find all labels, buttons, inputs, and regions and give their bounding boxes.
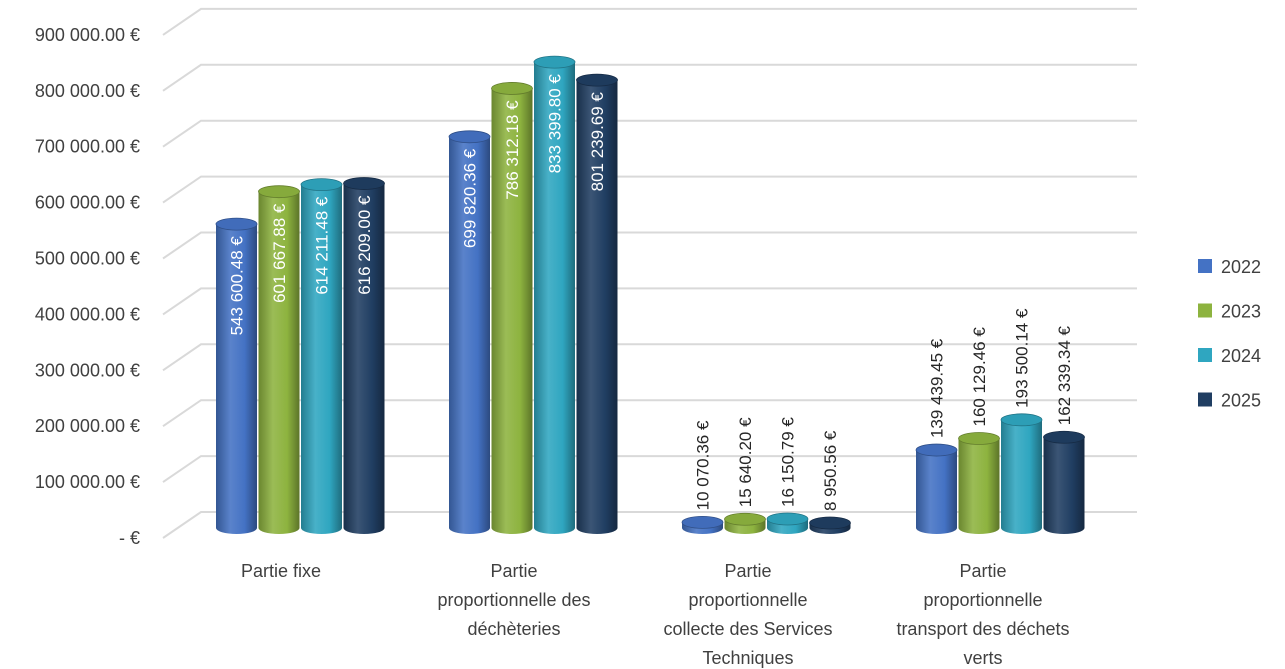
data-label: 614 211.48 € bbox=[313, 196, 332, 295]
y-axis: - € 100 000.00 € 200 000.00 € 300 000.00 € 4… bbox=[35, 25, 140, 548]
bar bbox=[766, 512, 809, 534]
bar-body bbox=[216, 224, 257, 535]
gridline bbox=[162, 511, 1137, 539]
x-axis: Partie fixe Partie proportionnelle des déch… bbox=[241, 561, 1070, 668]
bar-top bbox=[258, 185, 300, 199]
bar-body bbox=[491, 88, 533, 535]
gridline bbox=[162, 231, 1137, 260]
y-tick-label: 200 000.00 € bbox=[35, 416, 140, 436]
bar bbox=[915, 443, 958, 534]
gridline bbox=[162, 343, 1137, 372]
bar-body bbox=[301, 184, 342, 535]
y-tick-label: 900 000.00 € bbox=[35, 25, 140, 45]
legend-swatch bbox=[1198, 348, 1212, 362]
bar bbox=[215, 217, 258, 535]
gridlines bbox=[162, 7, 1137, 539]
gridline bbox=[162, 287, 1137, 316]
data-label: 162 339.34 € bbox=[1055, 325, 1074, 425]
legend-label: 2022 bbox=[1221, 257, 1261, 277]
data-label: 193 500.14 € bbox=[1013, 308, 1032, 408]
category-label: Partie proportionnelle transport des déche… bbox=[896, 561, 1069, 668]
bar bbox=[724, 512, 766, 534]
data-label: 10 070.36 € bbox=[694, 420, 713, 510]
bar-body bbox=[958, 438, 1000, 534]
bar bbox=[533, 55, 576, 534]
bar-body bbox=[534, 62, 575, 534]
gridline bbox=[162, 455, 1137, 483]
bar-body bbox=[916, 450, 957, 534]
y-tick-label: - € bbox=[119, 528, 140, 548]
data-label: 8 950.56 € bbox=[821, 430, 840, 511]
y-tick-label: 500 000.00 € bbox=[35, 249, 140, 269]
bar-body bbox=[449, 136, 490, 534]
legend-swatch bbox=[1198, 303, 1212, 318]
legend-label: 2024 bbox=[1221, 346, 1261, 366]
bar-top bbox=[343, 177, 385, 190]
y-tick-label: 800 000.00 € bbox=[35, 81, 140, 101]
bar bbox=[1043, 430, 1085, 534]
data-label: 15 640.20 € bbox=[736, 417, 755, 507]
legend-swatch bbox=[1198, 259, 1212, 273]
data-label: 616 209.00 € bbox=[355, 195, 374, 295]
category-label: Partie fixe bbox=[241, 561, 321, 581]
gridline bbox=[162, 7, 1137, 36]
bar-top bbox=[915, 443, 958, 457]
data-label: 139 439.45 € bbox=[928, 338, 947, 438]
bar bbox=[681, 515, 724, 534]
gridline bbox=[162, 175, 1137, 204]
bar-top bbox=[1000, 413, 1043, 427]
bar-series: 543 600.48 € 601 667.88 € 614 211.48 € 616 … bbox=[215, 55, 1085, 535]
legend: 2022 2023 2024 2025 bbox=[1198, 257, 1261, 411]
category-label: Partie proportionnelle collecte des Servic… bbox=[663, 561, 832, 668]
bar bbox=[258, 185, 300, 534]
data-label: 801 239.69 € bbox=[588, 92, 607, 192]
data-label: 601 667.88 € bbox=[270, 203, 289, 303]
data-label: 160 129.46 € bbox=[970, 327, 989, 427]
bar-top bbox=[491, 82, 533, 95]
y-tick-label: 700 000.00 € bbox=[35, 137, 140, 157]
bar bbox=[300, 178, 343, 535]
data-label: 786 312.18 € bbox=[503, 100, 522, 200]
gridline bbox=[162, 63, 1137, 92]
y-tick-label: 300 000.00 € bbox=[35, 360, 140, 380]
gridline bbox=[162, 119, 1137, 148]
bar bbox=[576, 73, 618, 535]
bar-top bbox=[448, 130, 491, 144]
legend-label: 2025 bbox=[1221, 391, 1261, 411]
y-tick-label: 600 000.00 € bbox=[35, 193, 140, 213]
data-label: 833 399.80 € bbox=[546, 74, 565, 174]
legend-label: 2023 bbox=[1221, 302, 1261, 322]
bar-body bbox=[343, 183, 385, 534]
y-tick-label: 100 000.00 € bbox=[35, 472, 140, 492]
gridline bbox=[162, 399, 1137, 428]
bar-top bbox=[1043, 430, 1085, 444]
y-tick-label: 400 000.00 € bbox=[35, 304, 140, 324]
bar-top bbox=[766, 512, 809, 526]
bar-top bbox=[300, 178, 343, 192]
bar-body bbox=[1043, 437, 1085, 534]
bar bbox=[343, 177, 385, 534]
bar bbox=[491, 82, 533, 535]
data-label: 699 820.36 € bbox=[461, 148, 480, 248]
bar-top bbox=[958, 432, 1000, 445]
bar bbox=[448, 130, 491, 534]
bar bbox=[958, 432, 1000, 534]
bar-top bbox=[681, 515, 724, 529]
category-label: Partie proportionnelle des déchèteries bbox=[437, 561, 590, 639]
bar-top bbox=[724, 512, 766, 526]
legend-swatch bbox=[1198, 392, 1212, 407]
bar-top bbox=[576, 73, 618, 87]
bar-body bbox=[258, 191, 300, 534]
bar-top bbox=[215, 217, 258, 231]
bar-top bbox=[809, 516, 851, 530]
bar-top bbox=[533, 55, 576, 69]
bar-body bbox=[1001, 419, 1042, 534]
bar bbox=[1000, 413, 1043, 534]
bar-body bbox=[576, 80, 618, 535]
data-label: 16 150.79 € bbox=[779, 417, 798, 507]
data-label: 543 600.48 € bbox=[228, 236, 247, 336]
bar bbox=[809, 516, 851, 534]
